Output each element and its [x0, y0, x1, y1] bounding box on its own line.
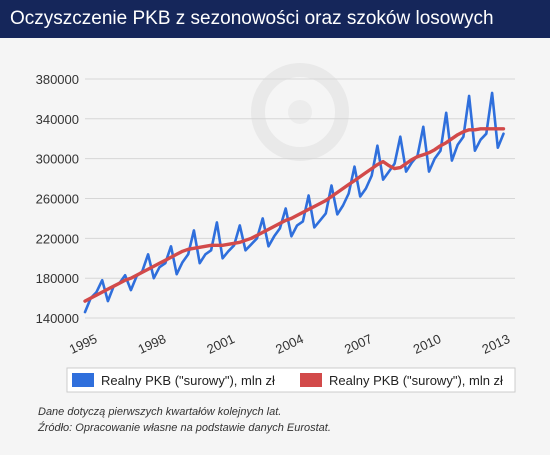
y-tick-label: 140000: [36, 311, 79, 326]
series-line-raw: [83, 91, 505, 314]
y-tick-label: 300000: [36, 152, 79, 167]
y-tick-label: 180000: [36, 271, 79, 286]
y-tick-label: 380000: [36, 72, 79, 87]
gdp-line-chart: 140000 180000 220000 260000 300000 340000 3800…: [36, 63, 516, 393]
footnote-data-note: Dane dotyczą pierwszych kwartałów kolejn…: [38, 406, 282, 418]
chart-area: 140000 180000 220000 260000 300000 340000 3800…: [0, 38, 550, 398]
x-tick-label: 2001: [204, 331, 237, 357]
legend-label-trend: Realny PKB ("surowy"), mln zł: [329, 373, 503, 388]
legend-swatch-trend: [300, 373, 322, 387]
x-tick-label: 2004: [273, 331, 306, 357]
series-line-trend: [83, 127, 506, 303]
legend-label-raw: Realny PKB ("surowy"), mln zł: [101, 373, 275, 388]
x-tick-label: 2007: [342, 331, 375, 357]
x-tick-label: 2010: [411, 331, 444, 357]
x-tick-label: 1998: [136, 331, 169, 357]
grid-lines: [85, 78, 515, 319]
y-axis: 140000 180000 220000 260000 300000 340000 3800…: [36, 72, 79, 326]
series-group: [83, 91, 506, 314]
footnote-source: Źródło: Opracowanie własne na podstawie …: [38, 422, 331, 434]
footnotes: Dane dotyczą pierwszych kwartałów kolejn…: [38, 404, 538, 436]
y-tick-label: 260000: [36, 191, 79, 206]
y-tick-label: 220000: [36, 231, 79, 246]
x-tick-label: 2013: [480, 331, 513, 357]
legend: Realny PKB ("surowy"), mln zł Realny PKB…: [66, 367, 516, 393]
legend-swatch-raw: [72, 373, 94, 387]
x-tick-label: 1995: [67, 331, 100, 357]
watermark-logo: [251, 63, 349, 161]
chart-title: Oczyszczenie PKB z sezonowości oraz szok…: [0, 0, 550, 38]
y-tick-label: 340000: [36, 112, 79, 127]
x-axis: 1995 1998 2001 2004 2007 2010 2013: [67, 331, 512, 357]
